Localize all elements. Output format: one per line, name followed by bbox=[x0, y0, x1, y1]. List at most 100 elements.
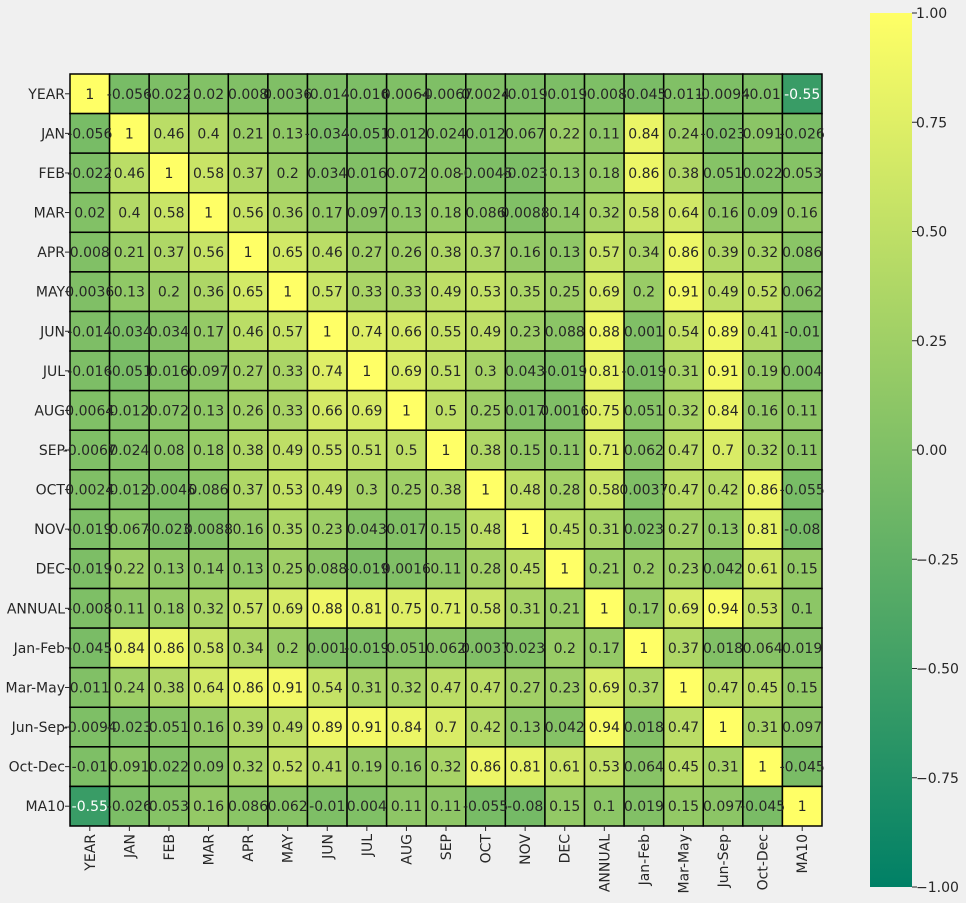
cell-value-label: 0.38 bbox=[430, 483, 461, 499]
x-tick-label: MAR bbox=[202, 834, 218, 866]
cell-value-label: 0.88 bbox=[312, 601, 343, 617]
cell-value-label: 0.46 bbox=[114, 166, 145, 182]
cell-value-label: 0.09 bbox=[747, 206, 778, 222]
cell-value-label: -0.045 bbox=[740, 799, 785, 815]
heatmap-cell bbox=[108, 73, 150, 115]
heatmap-cell bbox=[267, 112, 309, 154]
heatmap-cell bbox=[781, 469, 823, 511]
heatmap-cell bbox=[227, 152, 269, 194]
heatmap-cell bbox=[385, 350, 427, 392]
heatmap-cell bbox=[504, 310, 546, 352]
cell-value-label: 0.47 bbox=[707, 680, 738, 696]
cell-value-label: 0.008 bbox=[228, 87, 268, 103]
y-tick-label: FEB bbox=[38, 166, 65, 182]
cell-value-label: 0.001 bbox=[624, 324, 664, 340]
cell-value-label: 0.004 bbox=[782, 364, 822, 380]
heatmap-cell bbox=[781, 508, 823, 550]
cell-value-label: 0.58 bbox=[193, 641, 224, 657]
heatmap-cell bbox=[385, 627, 427, 669]
cell-value-label: 0.28 bbox=[470, 562, 501, 578]
cell-value-label: 0.35 bbox=[272, 522, 303, 538]
cell-value-label: 0.0016 bbox=[382, 562, 431, 578]
heatmap-cell bbox=[742, 548, 784, 590]
cell-value-label: 1 bbox=[639, 641, 648, 657]
heatmap-cell bbox=[465, 587, 507, 629]
heatmap-cell bbox=[781, 191, 823, 234]
heatmap-cell bbox=[662, 231, 705, 273]
heatmap-cell bbox=[227, 706, 269, 748]
cell-value-label: 0.016 bbox=[149, 364, 189, 380]
cell-value-label: 0.75 bbox=[589, 403, 620, 419]
cell-value-label: 0.13 bbox=[272, 126, 303, 142]
cell-value-label: 0.012 bbox=[466, 126, 506, 142]
heatmap-cell bbox=[465, 627, 507, 669]
cell-value-label: 0.2 bbox=[633, 285, 655, 301]
colorbar-tick-label: −0.25 bbox=[916, 552, 959, 568]
cell-value-label: 0.64 bbox=[193, 680, 224, 696]
cell-value-label: 0.86 bbox=[628, 166, 659, 182]
cell-value-label: 0.69 bbox=[668, 601, 699, 617]
cell-value-label: 0.23 bbox=[549, 680, 580, 696]
cell-value-label: 0.69 bbox=[351, 403, 382, 419]
cell-value-label: 1 bbox=[679, 680, 688, 696]
cell-value-label: 0.39 bbox=[707, 245, 738, 261]
cell-value-label: 0.13 bbox=[193, 403, 224, 419]
y-tick-label: ANNUAL bbox=[7, 601, 65, 617]
cell-value-label: 0.11 bbox=[787, 443, 818, 459]
cell-value-label: 0.004 bbox=[347, 799, 387, 815]
cell-value-label: -0.056 bbox=[107, 87, 152, 103]
heatmap-cell bbox=[227, 746, 269, 788]
cell-value-label: -0.0045 bbox=[459, 166, 513, 182]
heatmap-cell bbox=[148, 429, 190, 471]
heatmap-cell bbox=[385, 746, 427, 788]
cell-value-label: 0.18 bbox=[430, 206, 461, 222]
cell-value-label: 0.88 bbox=[589, 324, 620, 340]
cell-value-label: -0.008 bbox=[582, 87, 627, 103]
colorbar-ticks: 1.00 0.75 0.50 0.25 0.00 −0.25 −0.50 −0.75 −1.00 bbox=[912, 6, 959, 896]
heatmap-cell bbox=[702, 508, 744, 550]
heatmap-cell bbox=[702, 231, 744, 273]
heatmap-cell bbox=[465, 310, 507, 352]
cell-value-label: 0.37 bbox=[628, 680, 659, 696]
y-tick-label: YEAR bbox=[27, 87, 65, 103]
heatmap-cell bbox=[187, 746, 230, 788]
cell-value-label: 0.08 bbox=[153, 443, 184, 459]
cell-value-label: 0.47 bbox=[668, 720, 699, 736]
cell-value-label: 0.16 bbox=[193, 720, 224, 736]
heatmap-cell bbox=[702, 152, 744, 194]
cell-value-label: 0.49 bbox=[430, 285, 461, 301]
cell-value-label: 0.0016 bbox=[540, 403, 589, 419]
cell-value-label: -0.01 bbox=[309, 799, 345, 815]
cell-value-label: 0.46 bbox=[153, 126, 184, 142]
heatmap-cell bbox=[662, 548, 705, 590]
heatmap-cell bbox=[742, 469, 784, 511]
cell-value-label: 0.81 bbox=[351, 601, 382, 617]
cell-value-label: 0.86 bbox=[470, 760, 501, 776]
cell-value-label: 1 bbox=[798, 799, 807, 815]
heatmap-cell bbox=[306, 152, 348, 194]
heatmap-cell bbox=[742, 152, 784, 194]
cell-value-label: 0.28 bbox=[549, 483, 580, 499]
cell-value-label: 0.0088 bbox=[501, 206, 550, 222]
cell-value-label: 0.91 bbox=[668, 285, 699, 301]
heatmap-cell bbox=[267, 548, 309, 590]
cell-value-label: 0.89 bbox=[312, 720, 343, 736]
cell-value-label: 0.15 bbox=[430, 522, 461, 538]
cell-value-label: 0.13 bbox=[510, 720, 541, 736]
cell-value-label: 0.42 bbox=[470, 720, 501, 736]
heatmap-cell bbox=[623, 627, 665, 669]
cell-value-label: 1 bbox=[362, 364, 371, 380]
cell-value-label: 0.31 bbox=[668, 364, 699, 380]
cell-value-label: 0.043 bbox=[347, 522, 387, 538]
cell-value-label: 0.22 bbox=[549, 126, 580, 142]
cell-value-label: 0.33 bbox=[391, 285, 422, 301]
heatmap-cell bbox=[187, 627, 230, 669]
heatmap-cell bbox=[781, 746, 823, 788]
cell-value-label: 0.053 bbox=[149, 799, 189, 815]
cell-value-label: -0.019 bbox=[621, 364, 666, 380]
cell-value-label: 0.17 bbox=[628, 601, 659, 617]
heatmap-cell bbox=[227, 271, 269, 313]
heatmap-cell bbox=[544, 508, 586, 550]
cell-value-label: 0.84 bbox=[391, 720, 422, 736]
heatmap-cell bbox=[781, 112, 823, 154]
